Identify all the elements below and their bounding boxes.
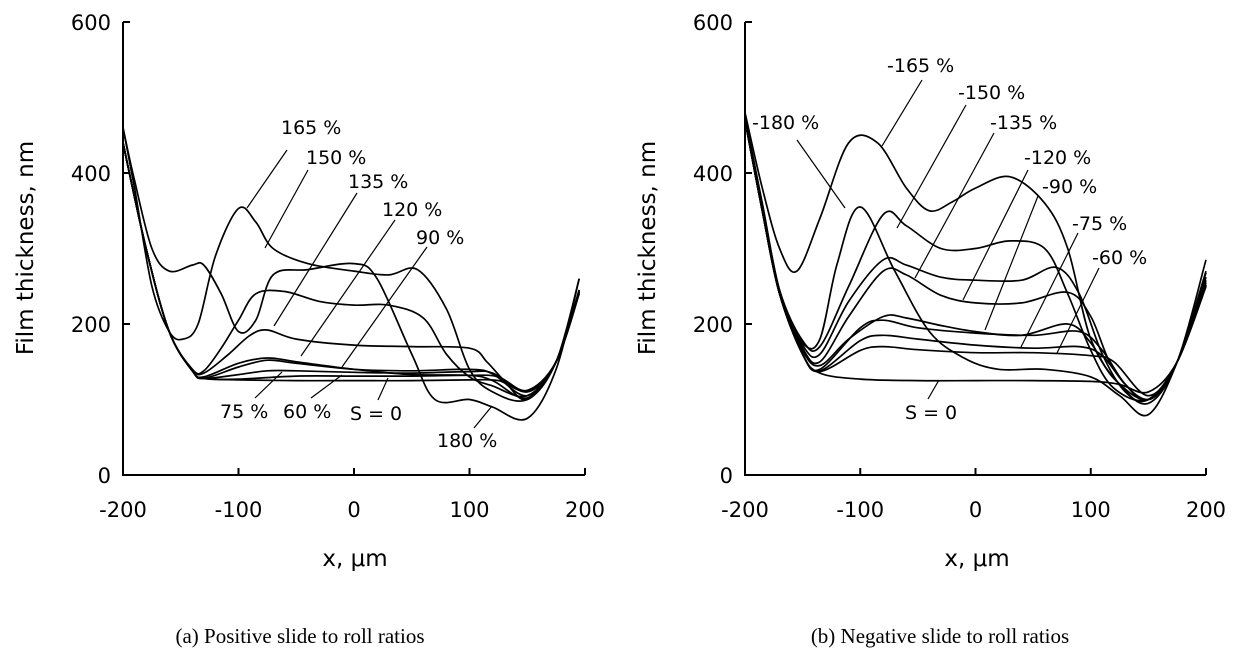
panel-b-caption: (b) Negative slide to roll ratios <box>811 624 1069 648</box>
panel-a-series-line <box>122 142 581 398</box>
leader-n150 <box>896 104 967 229</box>
leader-n90 <box>984 195 1039 331</box>
annotation-135: 135 % <box>348 171 408 193</box>
annotation-n120: -120 % <box>1024 147 1091 169</box>
panel-b-x-tick-label: 100 <box>1071 498 1111 522</box>
panel-b-x-tick-label: -100 <box>836 498 884 522</box>
leader-s0-b <box>927 379 940 400</box>
leader-n120 <box>962 169 1029 301</box>
panel-b-ticks: -200 -100 0 100 200 0 200 400 600 <box>693 11 1226 522</box>
annotation-180: 180 % <box>437 430 497 452</box>
leader-150 <box>264 169 309 249</box>
panel-a-series <box>122 127 581 421</box>
annotation-150: 150 % <box>306 147 366 169</box>
annotation-120: 120 % <box>382 199 442 221</box>
panel-b-series-line <box>744 116 1207 402</box>
leader-60 <box>310 374 343 399</box>
panel-b-x-axis-label: x, μm <box>944 546 1009 572</box>
panel-a-x-axis-label: x, μm <box>322 546 387 572</box>
panel-a-chart: -200 -100 0 100 200 0 200 400 600 x, μm Film thi… <box>13 11 605 648</box>
panel-b-chart: -200 -100 0 100 200 0 200 400 600 x, μm Film thi… <box>635 11 1226 648</box>
leader-n75 <box>1020 232 1079 348</box>
annotation-165: 165 % <box>281 117 341 139</box>
panel-a-caption: (a) Positive slide to roll ratios <box>175 624 424 648</box>
panel-b-y-tick-label: 200 <box>693 313 733 337</box>
panel-a-series-line <box>122 127 581 402</box>
panel-b-series-line <box>744 112 1207 405</box>
leader-90 <box>341 246 428 368</box>
panel-b-series-line <box>744 119 1207 417</box>
leader-165 <box>246 149 288 209</box>
annotation-s0-b: S = 0 <box>905 402 957 424</box>
leader-n165 <box>881 79 923 147</box>
annotation-n60: -60 % <box>1092 247 1147 269</box>
panel-a-y-tick-label: 200 <box>71 313 111 337</box>
annotation-n135: -135 % <box>990 112 1057 134</box>
annotation-n180: -180 % <box>752 112 819 134</box>
panel-b-x-tick-label: -200 <box>721 498 769 522</box>
panel-a-x-tick-label: -100 <box>215 498 263 522</box>
panel-a-ticks: -200 -100 0 100 200 0 200 400 600 <box>71 11 605 522</box>
leader-s0-a <box>377 377 389 401</box>
panel-a-y-axis-label: Film thickness, nm <box>13 141 39 355</box>
annotation-75: 75 % <box>220 401 268 423</box>
panel-b-x-tick-label: 200 <box>1186 498 1226 522</box>
annotation-n90: -90 % <box>1042 176 1097 198</box>
panel-b-y-axis-label: Film thickness, nm <box>635 141 661 355</box>
panel-a-y-tick-label: 600 <box>71 11 111 35</box>
panel-b-x-tick-label: 0 <box>969 498 982 522</box>
annotation-n165: -165 % <box>887 55 954 77</box>
annotation-90: 90 % <box>416 227 464 249</box>
panel-a-x-tick-label: 100 <box>449 498 489 522</box>
annotation-s0: S = 0 <box>350 403 402 425</box>
panel-b-y-tick-label: 0 <box>720 464 733 488</box>
panel-a-y-tick-label: 0 <box>98 464 111 488</box>
leader-n180 <box>796 139 846 209</box>
panel-a-x-tick-label: 200 <box>565 498 605 522</box>
leader-n60 <box>1056 267 1100 354</box>
panel-a-x-tick-label: 0 <box>347 498 360 522</box>
leader-n135 <box>914 132 995 279</box>
annotation-n150: -150 % <box>958 82 1025 104</box>
panel-b-y-tick-label: 600 <box>693 11 733 35</box>
annotation-60: 60 % <box>283 401 331 423</box>
leader-120 <box>300 219 396 357</box>
panel-a-y-tick-label: 400 <box>71 162 111 186</box>
leader-75 <box>254 371 283 399</box>
panel-b-y-tick-label: 400 <box>693 162 733 186</box>
panel-b-series <box>744 112 1207 417</box>
leader-135 <box>273 192 358 327</box>
leader-180 <box>473 405 493 429</box>
annotation-n75: -75 % <box>1072 213 1127 235</box>
panel-a-series-line <box>122 127 581 421</box>
panel-a-x-tick-label: -200 <box>99 498 147 522</box>
